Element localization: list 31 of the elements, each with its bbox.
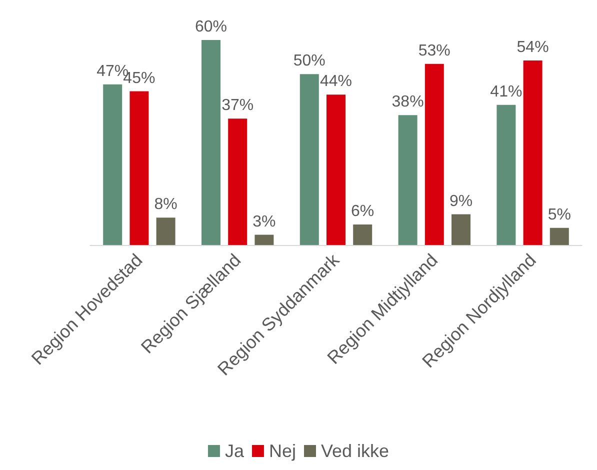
data-label: 37% — [222, 97, 254, 114]
data-label: 41% — [490, 83, 522, 100]
bar — [424, 64, 444, 245]
data-label: 60% — [194, 18, 228, 36]
data-label: 3% — [252, 213, 276, 230]
data-label: 54% — [516, 39, 549, 56]
legend-label: Nej — [268, 441, 296, 461]
data-label: 38% — [392, 94, 424, 111]
bar — [202, 40, 220, 245]
data-label: 9% — [449, 192, 473, 210]
data-label: 50% — [293, 52, 326, 70]
bar — [326, 94, 346, 245]
bar — [452, 214, 470, 245]
data-label: 53% — [418, 42, 450, 60]
bar — [156, 218, 176, 245]
bar — [550, 228, 569, 245]
legend-label: Ved ikke — [320, 441, 390, 461]
data-label: 5% — [548, 206, 571, 224]
bar — [353, 224, 372, 245]
bar — [103, 84, 122, 245]
data-label: 44% — [320, 73, 352, 90]
data-label: 8% — [154, 196, 178, 214]
bar — [398, 115, 418, 245]
bar — [496, 104, 516, 245]
bar — [523, 60, 542, 245]
bar — [300, 74, 319, 245]
data-label: 6% — [351, 203, 374, 220]
bar — [130, 91, 149, 245]
bar — [228, 118, 248, 245]
legend-label: Ja — [224, 441, 245, 461]
bar — [254, 234, 274, 245]
